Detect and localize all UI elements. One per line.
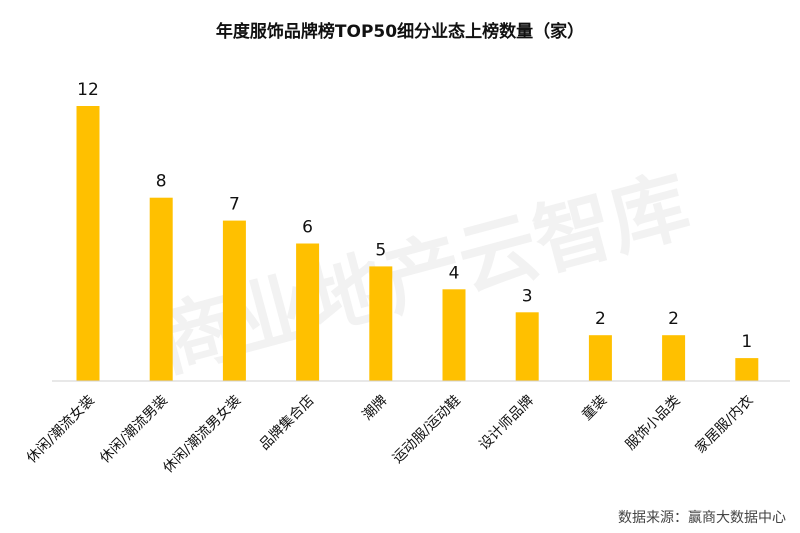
x-tick-label: 童装 bbox=[578, 392, 610, 424]
chart-title: 年度服饰品牌榜TOP50细分业态上榜数量（家） bbox=[216, 21, 584, 42]
data-label: 12 bbox=[77, 80, 99, 100]
x-tick-label: 休闲/潮流男装 bbox=[97, 393, 171, 467]
data-label: 4 bbox=[449, 263, 460, 283]
x-tick-label: 休闲/潮流男女装 bbox=[160, 392, 245, 477]
x-tick-label: 潮牌 bbox=[359, 392, 391, 424]
source-note: 数据来源：赢商大数据中心 bbox=[618, 509, 786, 526]
x-tick-label: 运动服/运动鞋 bbox=[390, 393, 464, 467]
bar bbox=[442, 289, 466, 381]
bars-group bbox=[76, 106, 759, 382]
bar bbox=[296, 243, 320, 381]
data-label: 7 bbox=[229, 195, 240, 215]
data-label: 1 bbox=[741, 332, 752, 352]
value-labels-group: 12 8 7 6 5 4 3 2 2 1 bbox=[77, 80, 752, 352]
data-label: 5 bbox=[375, 240, 386, 260]
data-label: 2 bbox=[668, 309, 679, 329]
bar bbox=[735, 358, 759, 381]
x-tick-label: 家居服/内衣 bbox=[692, 392, 757, 457]
bar bbox=[222, 220, 246, 381]
data-label: 6 bbox=[302, 218, 313, 238]
data-label: 3 bbox=[522, 286, 533, 306]
bar bbox=[369, 266, 393, 381]
bar bbox=[515, 312, 539, 382]
bar bbox=[662, 335, 686, 381]
bar bbox=[588, 335, 612, 381]
bar bbox=[76, 106, 100, 381]
data-label: 8 bbox=[156, 172, 167, 192]
x-tick-label: 休闲/潮流女装 bbox=[23, 392, 98, 467]
x-tick-label: 设计师品牌 bbox=[476, 392, 538, 454]
x-tick-label: 品牌集合店 bbox=[256, 392, 318, 454]
bar bbox=[149, 197, 173, 381]
data-label: 2 bbox=[595, 309, 606, 329]
x-tick-label: 服饰小品类 bbox=[623, 393, 684, 454]
